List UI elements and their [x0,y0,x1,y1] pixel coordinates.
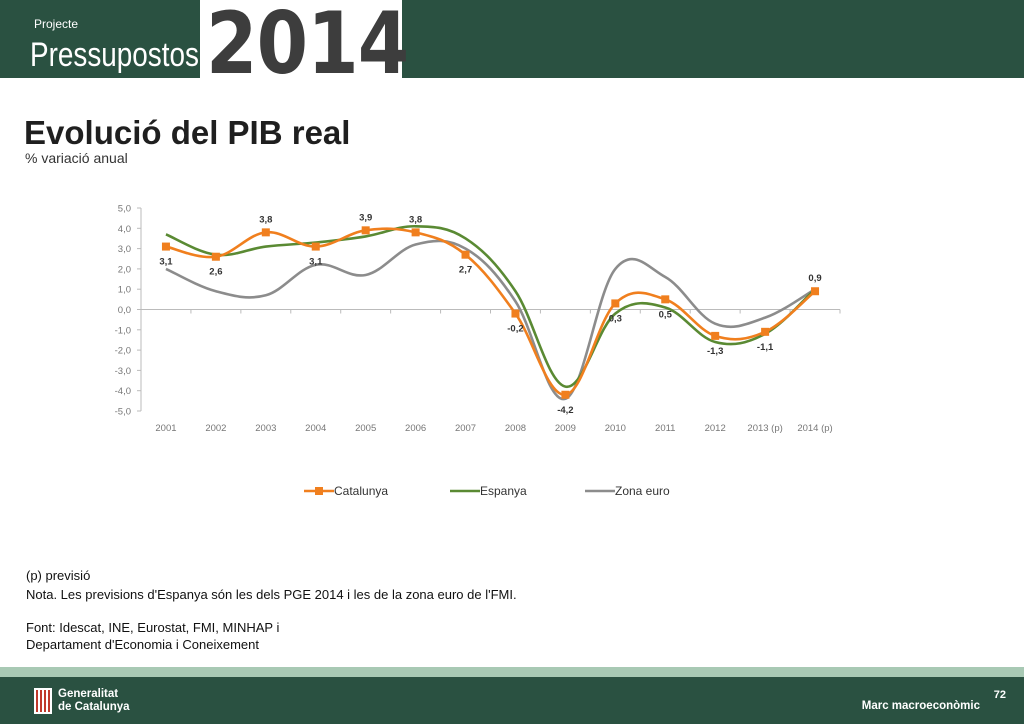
page-number: 72 [993,689,1006,701]
x-tick-label: 2010 [605,423,626,434]
data-point-catalunya [461,250,470,259]
data-label: 0,9 [808,273,821,284]
data-label: 3,8 [409,214,422,225]
org-name: Generalitat de Catalunya [58,688,130,714]
data-point-catalunya [711,331,720,340]
x-tick-label: 2006 [405,423,426,434]
data-label: 0,3 [609,313,622,324]
data-point-catalunya [411,228,420,237]
series-line-zona-euro [165,239,816,401]
x-tick-label: 2005 [355,423,376,434]
generalitat-logo-icon [34,688,52,714]
x-tick-label: 2002 [205,423,226,434]
y-tick-label: -1,0 [115,325,131,336]
data-label: -1,1 [757,342,774,353]
data-point-catalunya [211,252,220,261]
y-tick-label: 3,0 [118,244,131,255]
year-label: 2014 [206,0,409,94]
org-name-line2: de Catalunya [58,701,130,713]
data-point-catalunya [811,287,820,296]
legend-label-zona-euro: Zona euro [615,484,670,498]
x-tick-label: 2014 (p) [797,423,832,434]
data-point-catalunya [761,327,770,336]
y-tick-label: 0,0 [118,305,131,316]
y-tick-label: -4,0 [115,386,131,397]
data-label: 2,6 [209,267,222,278]
header-bar [0,0,1024,78]
x-tick-label: 2003 [255,423,276,434]
data-label: 3,1 [309,257,323,268]
y-tick-label: 1,0 [118,285,131,296]
data-point-catalunya [361,226,370,235]
y-tick-label: 4,0 [118,224,131,235]
x-tick-label: 2008 [505,423,526,434]
data-label: 3,8 [259,214,272,225]
year-box: 2014 [200,0,409,94]
header-small-label: Projecte [34,17,79,31]
org-name-line1: Generalitat [58,688,119,700]
y-tick-label: 2,0 [118,264,131,275]
data-label: -0,2 [507,324,523,335]
data-point-catalunya [161,242,170,251]
x-tick-label: 2013 (p) [747,423,782,434]
data-point-catalunya [661,295,670,304]
x-tick-label: 2011 [655,423,675,434]
data-label: -1,3 [707,346,723,357]
header-title: Pressupostos [30,36,199,74]
data-point-catalunya [511,309,520,318]
footer-band [0,667,1024,677]
data-point-catalunya [611,299,620,308]
series-line-catalunya [165,227,816,397]
source-line-1: Font: Idescat, INE, Eurostat, FMI, MINHA… [26,620,280,635]
series-line-espanya [165,224,816,388]
footer-bar [0,677,1024,724]
data-point-catalunya [561,390,570,399]
x-tick-label: 2012 [705,423,726,434]
legend-marker-catalunya [315,487,323,495]
section-name: Marc macroeconòmic [861,700,980,712]
y-tick-label: 5,0 [118,204,131,215]
x-tick-label: 2007 [455,423,476,434]
y-tick-label: -2,0 [115,346,131,357]
data-point-catalunya [311,242,320,251]
data-point-catalunya [261,228,270,237]
source-line-2: Departament d'Economia i Coneixement [26,637,259,652]
slide-title: Evolució del PIB real [24,114,351,151]
x-tick-label: 2001 [155,423,176,434]
y-tick-label: -3,0 [115,366,131,377]
legend-label-catalunya: Catalunya [334,484,388,498]
methodology-note: Nota. Les previsions d'Espanya són les d… [26,587,517,602]
data-label: 2,7 [459,265,472,276]
data-label: 3,9 [359,212,372,223]
y-tick-label: -5,0 [115,407,131,418]
data-label: 0,5 [659,309,673,320]
x-tick-label: 2004 [305,423,326,434]
legend-label-espanya: Espanya [480,484,527,498]
data-label: 3,1 [159,257,173,268]
forecast-note: (p) previsió [26,568,91,583]
data-label: -4,2 [557,405,573,416]
slide-subtitle: % variació anual [25,150,128,166]
gdp-line-chart: 5,0 4,0 3,0 2,0 1,0 0,0 -1,0 -2,0 -3,0 -4,0 -5,0 20… [115,204,841,498]
x-tick-label: 2009 [555,423,576,434]
